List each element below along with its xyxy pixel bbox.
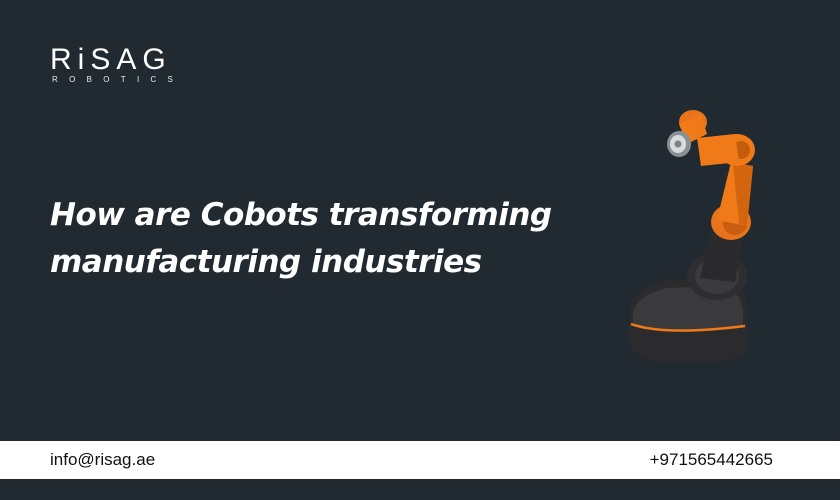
brand-name: RiSAG [50,43,172,76]
headline-line-1: How are Cobots transforming [50,197,552,233]
robot-arm-icon [629,110,755,362]
headline: How are Cobots transforming manufacturin… [50,192,570,286]
contact-email[interactable]: info@risag.ae [50,450,156,469]
footer-bar: info@risag.ae +971565442665 [0,441,840,479]
headline-line-2: manufacturing industries [50,244,482,280]
brand-tagline: ROBOTICS [52,75,185,84]
brand-logo: RiSAG ROBOTICS [50,44,226,88]
contact-phone[interactable]: +971565442665 [649,450,773,469]
